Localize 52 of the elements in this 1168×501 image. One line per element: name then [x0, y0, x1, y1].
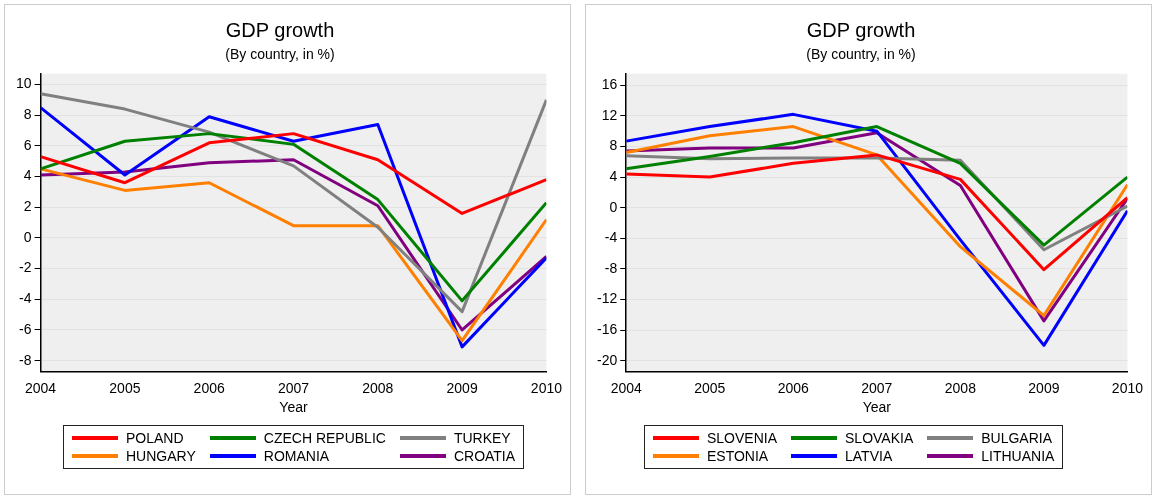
x-tick-label: 2005	[694, 379, 726, 396]
x-tick-label: 2006	[777, 379, 810, 396]
y-tick-label: -4	[19, 290, 32, 307]
x-tick-label: 2009	[446, 379, 478, 396]
legend-label: SLOVAKIA	[845, 430, 914, 446]
y-tick-label: -8	[604, 259, 618, 276]
y-tick-label: -20	[597, 351, 618, 368]
y-tick-label: -4	[604, 229, 618, 246]
legend-label: BULGARIA	[981, 430, 1053, 446]
y-tick-label: 0	[23, 228, 32, 245]
y-tick-label: -16	[597, 320, 618, 337]
legend-label: CROATIA	[453, 448, 516, 464]
legend-label: ESTONIA	[707, 448, 769, 464]
x-axis-title: Year	[862, 399, 892, 416]
chart-title: GDP growth	[806, 18, 916, 41]
y-tick-label: 0	[609, 198, 618, 215]
x-tick-label: 2010	[530, 379, 563, 396]
y-tick-label: -12	[597, 290, 618, 307]
y-tick-label: 2	[23, 198, 32, 215]
x-tick-label: 2008	[362, 379, 394, 396]
y-tick-label: 4	[609, 167, 618, 184]
legend-label: TURKEY	[453, 430, 511, 446]
legend-label: SLOVENIA	[707, 430, 778, 446]
y-tick-label: 16	[601, 76, 618, 93]
chart-subtitle: (By country, in %)	[806, 46, 916, 63]
y-tick-label: 4	[23, 167, 32, 184]
legend-label: ROMANIA	[263, 448, 330, 464]
y-tick-label: 8	[23, 106, 32, 123]
y-tick-label: 6	[23, 136, 32, 153]
y-tick-label: -6	[19, 320, 32, 337]
x-tick-label: 2004	[24, 379, 57, 396]
x-tick-label: 2010	[1111, 379, 1144, 396]
legend-label: HUNGARY	[126, 448, 196, 464]
legend-label: CZECH REPUBLIC	[263, 430, 386, 446]
legend-label: POLAND	[126, 430, 184, 446]
x-tick-label: 2009	[1028, 379, 1060, 396]
x-tick-label: 2008	[944, 379, 977, 396]
legend-label: LITHUANIA	[981, 448, 1055, 464]
y-tick-label: 8	[609, 137, 618, 154]
x-axis-title: Year	[279, 399, 308, 416]
y-tick-label: -8	[19, 351, 32, 368]
x-tick-label: 2006	[193, 379, 225, 396]
legend-label: LATVIA	[845, 448, 893, 464]
chart-subtitle: (By country, in %)	[225, 46, 335, 63]
x-tick-label: 2007	[277, 379, 310, 396]
y-tick-label: 12	[601, 106, 618, 123]
y-tick-label: 10	[15, 75, 32, 92]
x-tick-label: 2007	[861, 379, 893, 396]
y-tick-label: -2	[19, 259, 32, 276]
x-tick-label: 2004	[610, 379, 643, 396]
chart-title: GDP growth	[225, 18, 335, 41]
x-tick-label: 2005	[109, 379, 141, 396]
